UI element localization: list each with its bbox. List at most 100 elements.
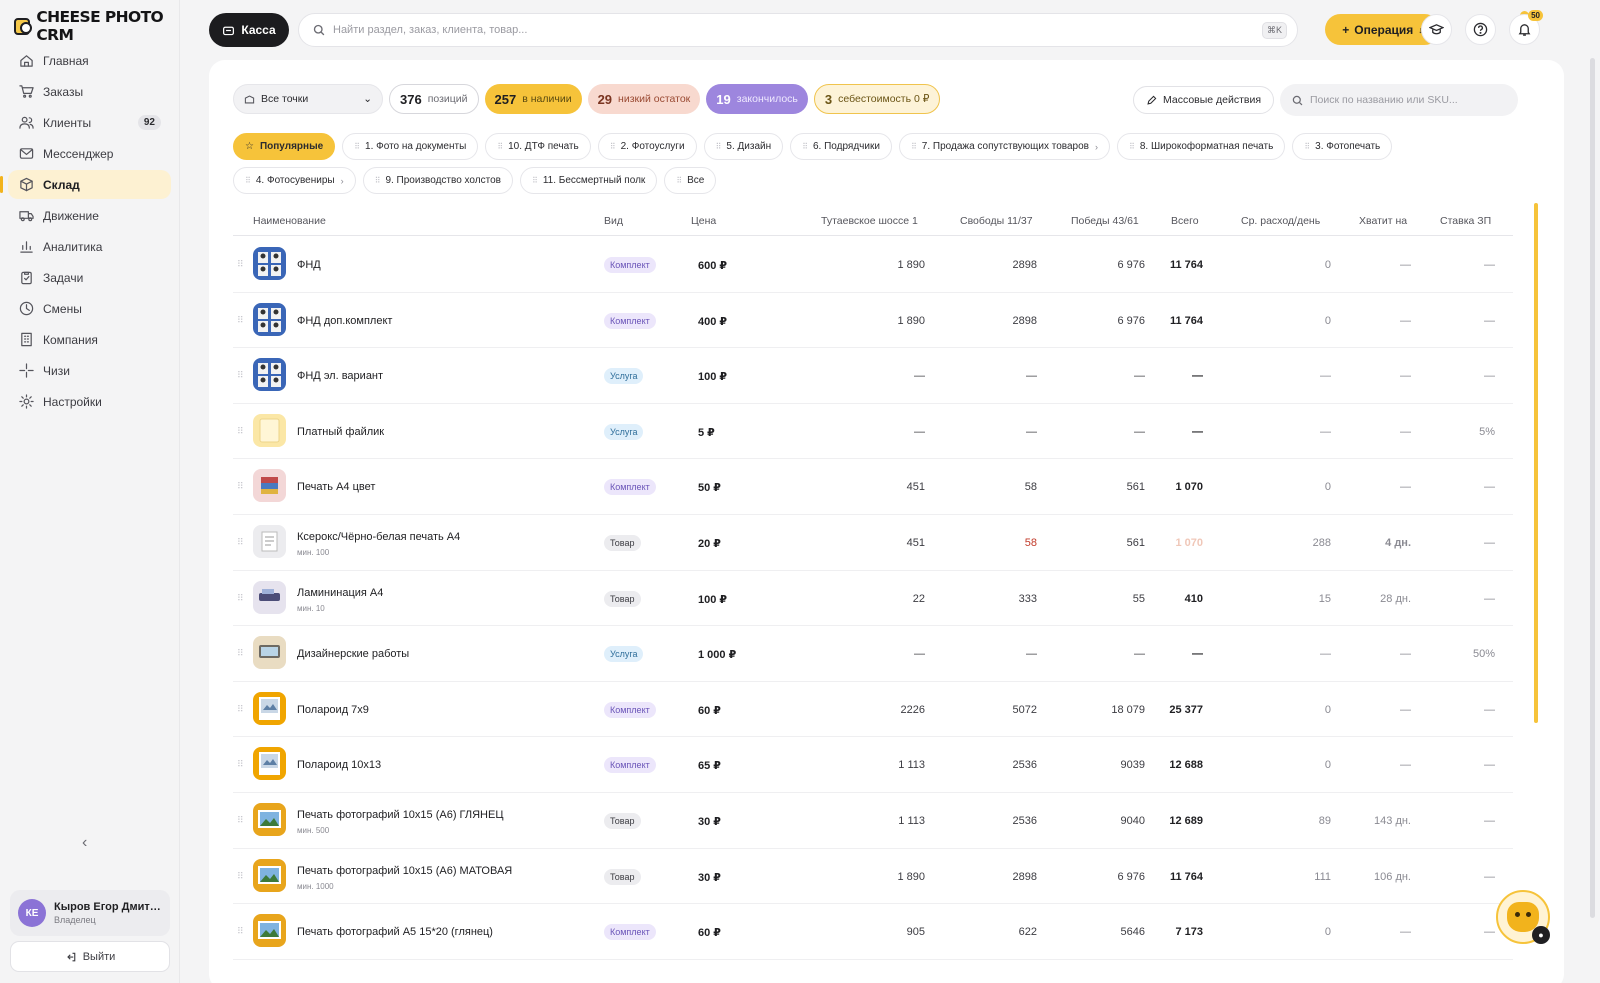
drag-handle-icon[interactable]: ⠿ (609, 142, 616, 151)
category-chip[interactable]: ⠿ 7. Продажа сопутствующих товаров › (898, 133, 1110, 160)
drag-handle-icon[interactable]: ⠿ (237, 870, 244, 881)
drag-handle-icon[interactable]: ⠿ (237, 648, 244, 659)
drag-handle-icon[interactable]: ⠿ (676, 176, 682, 185)
header-point-2[interactable]: Свободы 11/37 (960, 215, 1033, 227)
header-enough-for[interactable]: Хватит на (1359, 215, 1408, 227)
filter-out-of-stock[interactable]: 19 закончилось (706, 84, 808, 114)
sidebar-item-2[interactable]: Клиенты 92 (8, 108, 171, 137)
filter-in-stock[interactable]: 257 в наличии (484, 84, 582, 114)
sidebar-item-10[interactable]: Чизи (8, 356, 171, 385)
kassa-button[interactable]: Касса (209, 13, 289, 47)
table-row[interactable]: ⠿ Печать А4 цвет Комплект 50 ₽ 451 58 56… (233, 459, 1513, 515)
product-name[interactable]: Печать А4 цвет (297, 481, 376, 494)
drag-handle-icon[interactable]: ⠿ (802, 142, 808, 151)
app-logo[interactable]: CHEESE PHOTO CRM (0, 0, 179, 44)
notifications-button[interactable]: 50 (1509, 10, 1543, 45)
drag-handle-icon[interactable]: ⠿ (531, 176, 538, 185)
sidebar-item-3[interactable]: Мессенджер (8, 139, 171, 168)
product-name[interactable]: Ламининация А4 (297, 586, 384, 599)
filter-zero-cost[interactable]: 3 себестоимость 0 ₽ (813, 84, 941, 114)
table-row[interactable]: ⠿ Ламининация А4 мин. 10 Товар 100 ₽ 22 … (233, 571, 1513, 627)
mass-actions-button[interactable]: Массовые действия (1133, 86, 1275, 114)
sidebar-item-5[interactable]: Движение (8, 201, 171, 230)
drag-handle-icon[interactable]: ⠿ (237, 814, 244, 825)
assistant-mascot-button[interactable]: ● (1496, 890, 1550, 944)
help-button[interactable] (1465, 14, 1496, 45)
drag-handle-icon[interactable]: ⠿ (237, 536, 244, 547)
product-name[interactable]: Платный файлик (297, 425, 385, 438)
product-name[interactable]: Печать фотографий 10х15 (А6) ГЛЯНЕЦ (297, 808, 504, 821)
sidebar-item-4[interactable]: Склад (0, 170, 171, 199)
user-card[interactable]: КЕ Кыров Егор Дмитр... Владелец (10, 890, 170, 936)
product-name[interactable]: Печать фотографий 10х15 (А6) МАТОВАЯ (297, 864, 513, 877)
category-chip[interactable]: ⠿ 8. Широкоформатная печать (1116, 133, 1286, 160)
product-name[interactable]: ФНД эл. вариант (297, 370, 384, 383)
table-row[interactable]: ⠿ Печать фотографий 10х15 (А6) ГЛЯНЕЦ ми… (233, 793, 1513, 849)
header-name[interactable]: Наименование (253, 215, 326, 227)
page-scrollbar[interactable] (1590, 58, 1595, 918)
drag-handle-icon[interactable]: ⠿ (237, 592, 244, 603)
header-price[interactable]: Цена (691, 215, 717, 227)
table-row[interactable]: ⠿ Печать фотографий А5 15*20 (глянец) Ко… (233, 904, 1513, 960)
global-search-input[interactable]: Найти раздел, заказ, клиента, товар... ⌘… (298, 13, 1298, 47)
learning-button[interactable] (1421, 14, 1452, 45)
category-chip[interactable]: ☆ Популярные (233, 133, 336, 160)
filter-low-stock[interactable]: 29 низкий остаток (587, 84, 701, 114)
category-chip[interactable]: ⠿ 9. Производство холстов (362, 167, 513, 194)
category-chip[interactable]: ⠿ 10. ДТФ печать (485, 133, 591, 160)
header-kind[interactable]: Вид (604, 215, 623, 227)
product-name[interactable]: ФНД (297, 259, 321, 271)
table-row[interactable]: ⠿ ФНД эл. вариант Услуга 100 ₽ — — — — —… (233, 348, 1513, 404)
drag-handle-icon[interactable]: ⠿ (237, 425, 244, 436)
category-chip[interactable]: ⠿ 1. Фото на документы (342, 133, 479, 160)
table-row[interactable]: ⠿ ФНД Комплект 600 ₽ 1 890 2898 6 976 11… (233, 237, 1513, 293)
product-name[interactable]: Дизайнерские работы (297, 648, 410, 661)
category-chip[interactable]: ⠿ 2. Фотоуслуги (597, 133, 697, 160)
sku-search-input[interactable]: Поиск по названию или SKU... (1280, 84, 1518, 116)
sidebar-item-7[interactable]: Задачи (8, 263, 171, 292)
table-scrollbar[interactable] (1534, 203, 1538, 723)
sidebar-item-0[interactable]: Главная (8, 46, 171, 75)
product-name[interactable]: Полароид 7х9 (297, 703, 369, 716)
drag-handle-icon[interactable]: ⠿ (910, 142, 917, 151)
drag-handle-icon[interactable]: ⠿ (237, 370, 244, 381)
sidebar-item-11[interactable]: Настройки (8, 387, 171, 416)
drag-handle-icon[interactable]: ⠿ (237, 481, 244, 492)
drag-handle-icon[interactable]: ⠿ (237, 759, 244, 770)
header-total[interactable]: Всего (1171, 215, 1199, 227)
product-name[interactable]: Ксерокс/Чёрно-белая печать А4 (297, 530, 461, 543)
category-chip[interactable]: ⠿ 4. Фотосувениры › (233, 167, 356, 194)
drag-handle-icon[interactable]: ⠿ (497, 142, 503, 151)
point-select[interactable]: Все точки ⌄ (233, 84, 383, 114)
table-row[interactable]: ⠿ Печать фотографий 10х15 (А6) МАТОВАЯ м… (233, 849, 1513, 905)
table-row[interactable]: ⠿ Полароид 7х9 Комплект 60 ₽ 2226 5072 1… (233, 682, 1513, 738)
category-chip[interactable]: ⠿ Все (664, 167, 717, 194)
operation-button[interactable]: + Операция ↓ (1325, 14, 1440, 45)
category-chip[interactable]: ⠿ 6. Подрядчики (790, 133, 892, 160)
sidebar-item-1[interactable]: Заказы (8, 77, 171, 106)
drag-handle-icon[interactable]: ⠿ (374, 176, 381, 185)
table-row[interactable]: ⠿ Полароид 10х13 Комплект 65 ₽ 1 113 253… (233, 737, 1513, 793)
drag-handle-icon[interactable]: ⠿ (354, 142, 360, 151)
drag-handle-icon[interactable]: ⠿ (1128, 142, 1135, 151)
table-row[interactable]: ⠿ Дизайнерские работы Услуга 1 000 ₽ — —… (233, 626, 1513, 682)
category-chip[interactable]: ⠿ 11. Бессмертный полк (519, 167, 658, 194)
collapse-sidebar-button[interactable]: ‹ (82, 834, 88, 851)
drag-handle-icon[interactable]: ⠿ (1304, 142, 1310, 151)
category-chip[interactable]: ⠿ 5. Дизайн (703, 133, 784, 160)
product-name[interactable]: ФНД доп.комплект (297, 314, 393, 327)
sidebar-item-9[interactable]: Компания (8, 325, 171, 354)
logout-button[interactable]: Выйти (10, 941, 170, 972)
filter-total-positions[interactable]: 376 позиций (389, 84, 479, 114)
table-row[interactable]: ⠿ Ксерокс/Чёрно-белая печать А4 мин. 100… (233, 515, 1513, 571)
drag-handle-icon[interactable]: ⠿ (237, 314, 244, 325)
header-point-3[interactable]: Победы 43/61 (1071, 215, 1139, 227)
header-avg-usage[interactable]: Ср. расход/день (1241, 215, 1321, 227)
drag-handle-icon[interactable]: ⠿ (237, 703, 244, 714)
product-name[interactable]: Печать фотографий А5 15*20 (глянец) (297, 926, 493, 939)
drag-handle-icon[interactable]: ⠿ (245, 176, 251, 185)
drag-handle-icon[interactable]: ⠿ (715, 142, 722, 151)
sidebar-item-6[interactable]: Аналитика (8, 232, 171, 261)
product-name[interactable]: Полароид 10х13 (297, 759, 382, 772)
table-row[interactable]: ⠿ Платный файлик Услуга 5 ₽ — — — — — — … (233, 404, 1513, 460)
